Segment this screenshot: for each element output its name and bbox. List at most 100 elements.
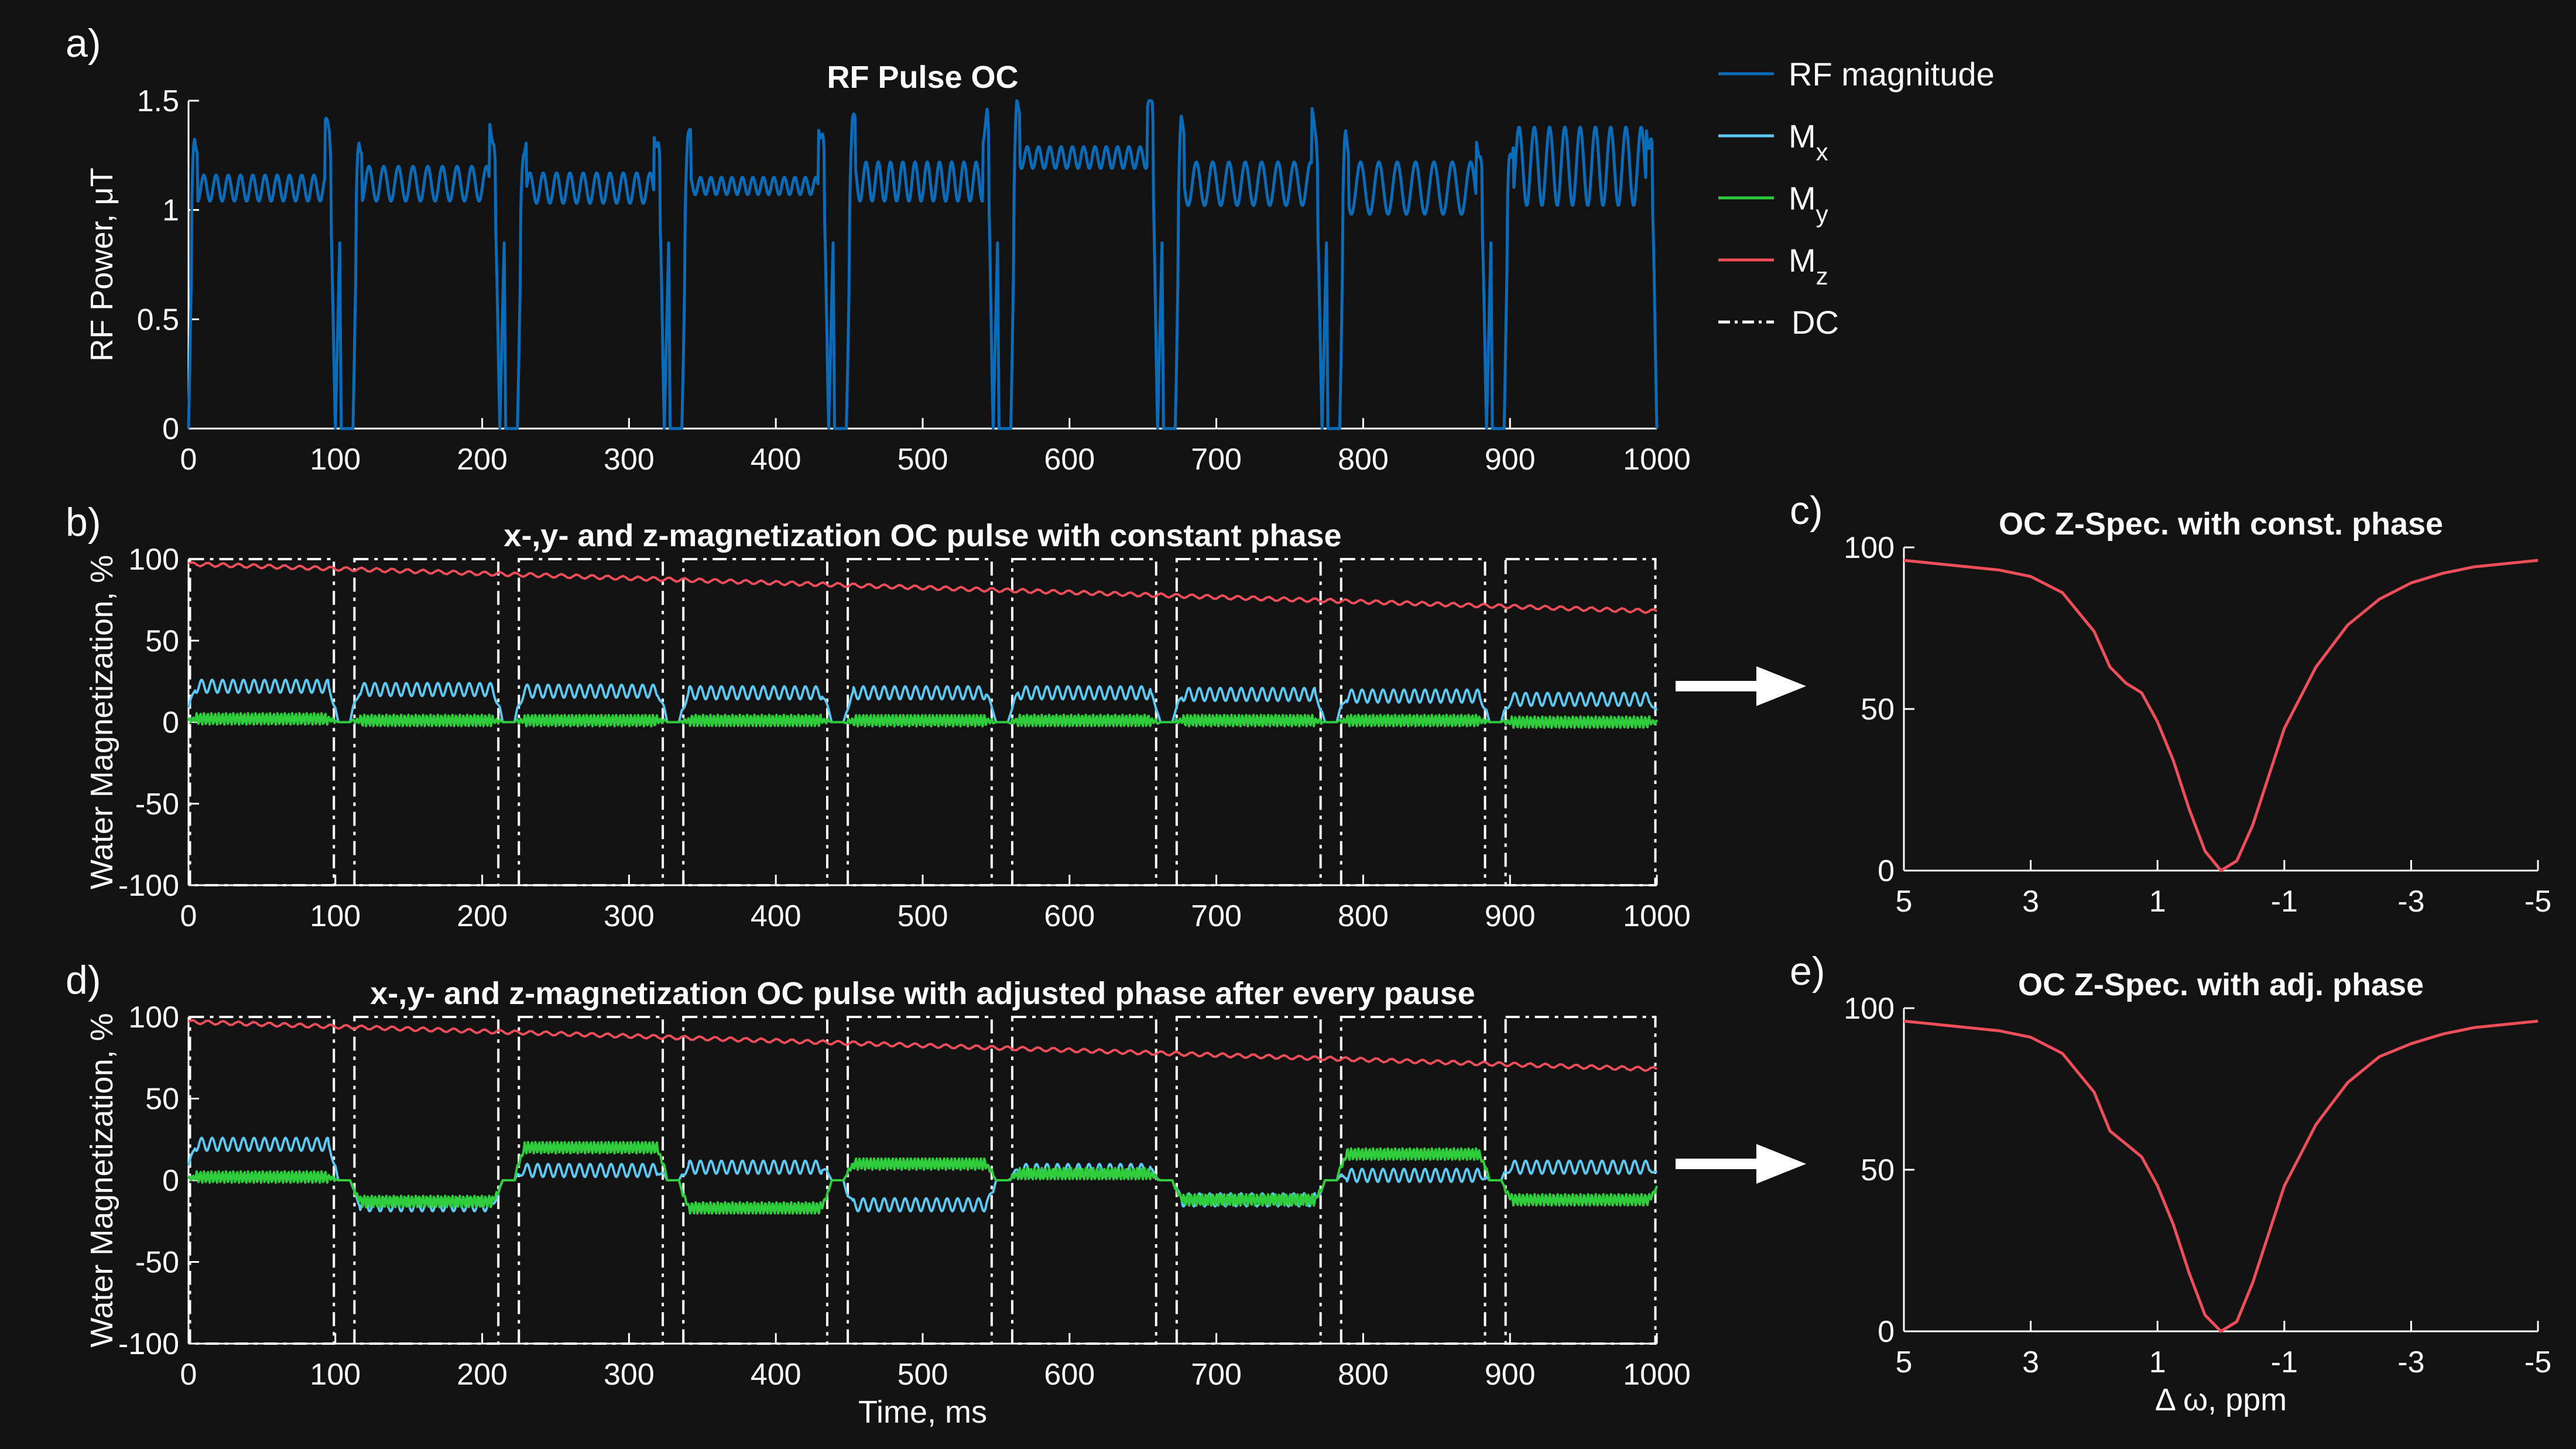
mx-line (187, 679, 1658, 724)
dc-window (518, 1016, 664, 1345)
x-tick-label: 5 (1896, 1345, 1913, 1379)
x-tick-label: 1000 (1623, 443, 1691, 477)
legend-label: RF magnitude (1789, 56, 1995, 93)
y-axis-label: Water Magnetization, % (84, 1013, 119, 1347)
x-tick-label: 900 (1485, 899, 1536, 933)
arrow-head (1756, 666, 1806, 706)
panel-label: d) (66, 958, 101, 1002)
legend-label: Mz (1789, 242, 1828, 290)
y-tick-label: 50 (1861, 693, 1895, 727)
x-tick-label: 800 (1338, 1358, 1389, 1392)
legend-label-main: M (1789, 242, 1816, 279)
dc-window (518, 558, 664, 886)
panel-label: b) (66, 500, 101, 544)
x-tick-label: 600 (1044, 899, 1095, 933)
x-tick-label: 3 (2022, 1345, 2039, 1379)
x-tick-label: 800 (1338, 443, 1389, 477)
x-tick-label: 500 (898, 899, 948, 933)
legend-label: Mx (1789, 118, 1828, 166)
arrow-shaft (1676, 681, 1760, 691)
dc-window (682, 1016, 828, 1345)
legend-label-main: M (1789, 180, 1816, 217)
legend-item-dc: DC (1718, 304, 1839, 341)
my-line (187, 712, 1658, 729)
legend-item-mz: Mz (1718, 242, 1828, 290)
chart-title: x-,y- and z-magnetization OC pulse with … (370, 976, 1475, 1011)
y-tick-label: 0 (162, 412, 179, 446)
dc-window (189, 558, 335, 886)
x-tick-label: 400 (751, 443, 801, 477)
y-axis-label: Water Magnetization, % (84, 555, 119, 889)
arrow-to-c (1676, 666, 1806, 706)
dc-window (1175, 1016, 1322, 1345)
x-tick-label: 1000 (1623, 899, 1691, 933)
y-tick-label: 1.5 (137, 84, 179, 118)
panel-c: 5 3 1 -1 -3 -5 0 50 100 OC Z-Spec. with const. ph… (1790, 488, 2551, 919)
y-tick-label: 100 (1844, 992, 1895, 1026)
y-tick-label: -100 (118, 1327, 179, 1361)
x-tick-label: 400 (751, 1358, 801, 1392)
x-tick-label: 300 (604, 899, 655, 933)
x-tick-label: 700 (1191, 899, 1242, 933)
x-tick-label: 1000 (1623, 1358, 1691, 1392)
x-tick-label: 5 (1896, 885, 1913, 919)
panel-label: a) (66, 21, 101, 66)
x-tick-label: 0 (180, 1358, 197, 1392)
x-tick-label: 300 (604, 1358, 655, 1392)
dc-window (847, 558, 993, 886)
y-tick-label: 50 (145, 624, 179, 658)
y-tick-label: 100 (128, 1001, 179, 1034)
legend-item-my: My (1718, 180, 1828, 228)
legend-label-sub: x (1816, 138, 1828, 166)
y-tick-label: 100 (1844, 531, 1895, 565)
x-tick-label: 0 (180, 443, 197, 477)
x-tick-label: 1 (2149, 885, 2166, 919)
y-tick-label: 50 (1861, 1153, 1895, 1187)
arrow-to-e (1676, 1144, 1806, 1184)
y-tick-label: 0 (1878, 854, 1895, 888)
dc-window (353, 1016, 500, 1345)
y-tick-label: 0.5 (137, 303, 179, 337)
chart-title: OC Z-Spec. with const. phase (1999, 506, 2443, 542)
x-tick-label: 900 (1485, 443, 1536, 477)
my-line (187, 1140, 1658, 1215)
y-axis-label: RF Power, μT (84, 167, 119, 361)
x-tick-label: 700 (1191, 443, 1242, 477)
x-tick-label: -1 (2271, 1345, 2298, 1379)
arrow-head (1756, 1144, 1806, 1184)
x-tick-label: 200 (457, 899, 508, 933)
x-tick-label: -5 (2524, 885, 2551, 919)
x-tick-label: 600 (1044, 443, 1095, 477)
y-tick-label: -100 (118, 869, 179, 903)
x-axis-label: Time, ms (858, 1395, 987, 1430)
panel-a: 0 100 200 300 400 500 600 700 800 900 1000 0 0.5 1 1.5… (66, 21, 1691, 477)
z-spectrum-line (1903, 559, 2539, 872)
legend-item-rf: RF magnitude (1718, 56, 1995, 93)
legend-label-sub: y (1816, 200, 1828, 228)
dc-window (1340, 558, 1486, 886)
dc-window (847, 1016, 993, 1345)
dc-window (1340, 1016, 1486, 1345)
x-tick-label: 900 (1485, 1358, 1536, 1392)
x-tick-label: 1 (2149, 1345, 2166, 1379)
panel-b: 0 100 200 300 400 500 600 700 800 900 1000 -100 -50 0… (66, 500, 1691, 933)
chart-title: x-,y- and z-magnetization OC pulse with … (503, 518, 1341, 553)
y-tick-label: -50 (135, 787, 179, 821)
x-tick-label: 100 (310, 1358, 361, 1392)
y-tick-label: 0 (162, 706, 179, 740)
x-tick-label: -3 (2397, 1345, 2424, 1379)
legend-label-sub: z (1816, 262, 1828, 290)
x-tick-label: -3 (2397, 885, 2424, 919)
x-tick-label: 100 (310, 443, 361, 477)
y-tick-label: 100 (128, 543, 179, 577)
legend-item-mx: Mx (1718, 118, 1828, 166)
x-tick-label: 100 (310, 899, 361, 933)
legend-label: My (1789, 180, 1828, 228)
y-tick-label: 0 (162, 1164, 179, 1198)
rf-magnitude-line (187, 99, 1659, 430)
panel-label: e) (1790, 949, 1825, 994)
x-tick-label: 500 (898, 443, 948, 477)
z-spectrum-line (1903, 1019, 2539, 1333)
